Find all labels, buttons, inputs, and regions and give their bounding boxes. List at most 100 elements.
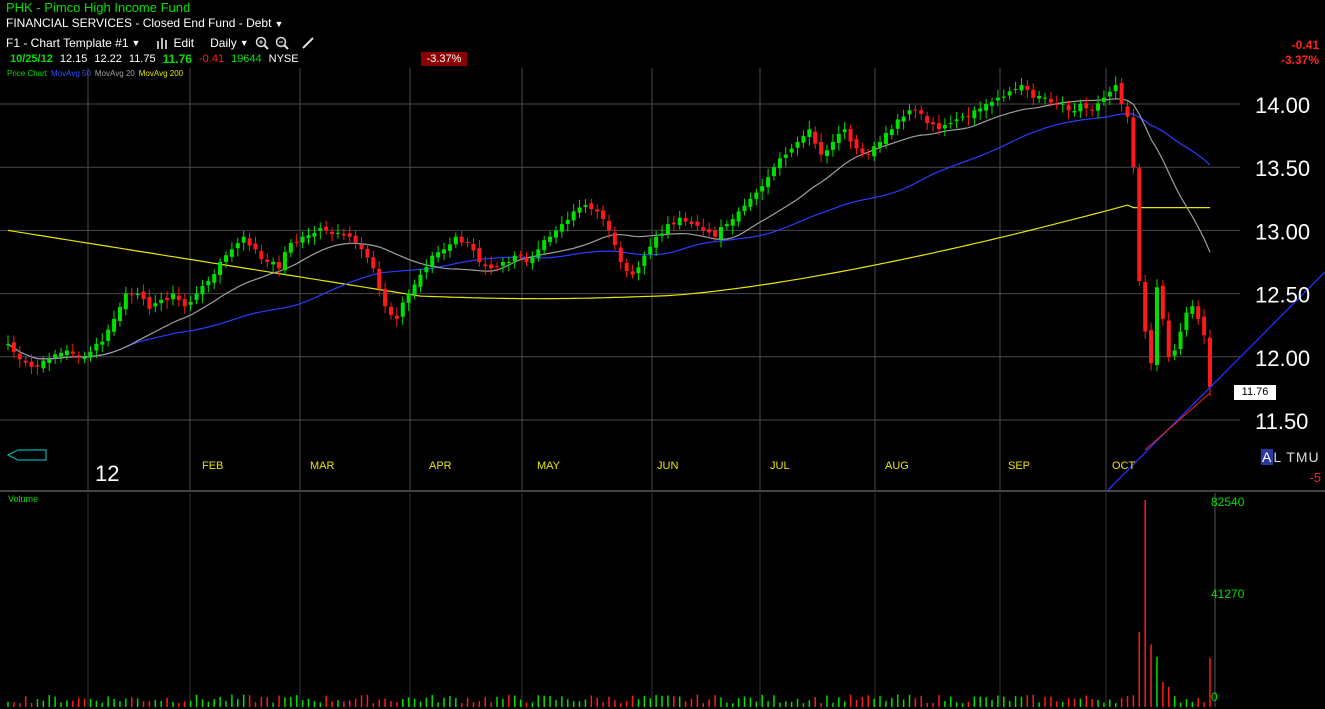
candle-body bbox=[595, 209, 600, 212]
candle-body bbox=[995, 97, 1000, 101]
candle-body bbox=[1066, 105, 1071, 111]
candle-body bbox=[1001, 96, 1006, 98]
candle-body bbox=[553, 230, 558, 238]
candle-body bbox=[176, 295, 181, 300]
legend-ma50[interactable]: MovAvg 50 bbox=[51, 69, 91, 78]
quote-open: 12.15 bbox=[59, 53, 88, 65]
ma200-line bbox=[7, 204, 1210, 300]
candle-body bbox=[1143, 281, 1148, 332]
candle-body bbox=[683, 218, 688, 222]
candle-body bbox=[277, 262, 282, 269]
candle-body bbox=[665, 224, 670, 235]
candle-body bbox=[1137, 168, 1142, 281]
candle-body bbox=[1184, 312, 1189, 330]
zoom-out-button[interactable] bbox=[275, 36, 289, 50]
zoom-in-icon bbox=[255, 36, 269, 50]
candle-body bbox=[671, 222, 676, 225]
candle-body bbox=[388, 306, 393, 316]
chart-legend: Price Chart MovAvg 50 MovAvg 20 MovAvg 2… bbox=[7, 69, 183, 78]
candle-body bbox=[866, 153, 871, 155]
volume-bars bbox=[7, 500, 1211, 707]
range-t-button[interactable]: T bbox=[1286, 449, 1296, 465]
candle-body bbox=[795, 141, 800, 148]
candle-body bbox=[777, 158, 782, 169]
candle-body bbox=[789, 148, 794, 153]
template-dropdown[interactable]: F1 - Chart Template #1 ▼ bbox=[6, 36, 140, 50]
candle-body bbox=[53, 354, 58, 358]
candle-body bbox=[100, 341, 105, 345]
chevron-down-icon: ▼ bbox=[239, 38, 249, 48]
draw-tool-button[interactable] bbox=[301, 36, 315, 50]
y-tick-label: 12.00 bbox=[1255, 346, 1310, 371]
candle-body bbox=[1125, 106, 1130, 117]
candle-body bbox=[383, 288, 388, 307]
candle-body bbox=[1119, 82, 1124, 104]
candle-body bbox=[819, 142, 824, 155]
candle-body bbox=[695, 221, 700, 226]
candle-body bbox=[1107, 91, 1112, 97]
change-pct-badge: -3.37% bbox=[421, 52, 467, 66]
candle-body bbox=[465, 241, 470, 244]
zoom-in-button[interactable] bbox=[255, 36, 269, 50]
candle-body bbox=[559, 224, 564, 232]
candle-body bbox=[736, 211, 741, 222]
candle-body bbox=[500, 262, 505, 266]
candle-body bbox=[106, 329, 111, 341]
range-m-button[interactable]: M bbox=[1295, 449, 1309, 465]
y-tick-label: 11.50 bbox=[1255, 409, 1308, 434]
chevron-down-icon: ▼ bbox=[274, 19, 284, 29]
candle-body bbox=[948, 122, 953, 124]
candle-body bbox=[247, 238, 252, 246]
legend-ma20[interactable]: MovAvg 20 bbox=[94, 69, 135, 78]
candle-body bbox=[1078, 104, 1083, 112]
candle-body bbox=[913, 109, 918, 111]
candle-body bbox=[1072, 110, 1077, 113]
candle-body bbox=[1154, 287, 1159, 365]
edit-button[interactable]: Edit bbox=[156, 36, 194, 50]
candle-body bbox=[624, 262, 629, 272]
range-all-button[interactable]: A bbox=[1261, 449, 1274, 465]
scroll-left-handle[interactable] bbox=[6, 448, 50, 467]
candle-body bbox=[1166, 320, 1171, 357]
candle-body bbox=[29, 361, 34, 367]
sector-line[interactable]: FINANCIAL SERVICES - Closed End Fund - D… bbox=[6, 16, 283, 30]
candle-body bbox=[883, 132, 888, 144]
candle-body bbox=[742, 205, 747, 212]
candle-body bbox=[583, 205, 588, 207]
candle-body bbox=[17, 353, 22, 360]
candle-body bbox=[730, 219, 735, 226]
legend-ma200[interactable]: MovAvg 200 bbox=[138, 69, 184, 78]
candle-body bbox=[748, 198, 753, 207]
y-tick-label: 13.50 bbox=[1255, 156, 1310, 181]
candle-body bbox=[194, 293, 199, 300]
legend-price[interactable]: Price Chart bbox=[7, 69, 48, 78]
candle-body bbox=[1202, 316, 1207, 336]
toolbar: F1 - Chart Template #1 ▼ Edit Daily ▼ bbox=[6, 34, 315, 52]
candle-body bbox=[1037, 95, 1042, 99]
candle-body bbox=[347, 233, 352, 237]
candle-body bbox=[471, 244, 476, 251]
candle-body bbox=[159, 299, 164, 304]
trendlines bbox=[1107, 271, 1325, 491]
candle-body bbox=[123, 293, 128, 310]
candle-body bbox=[1060, 103, 1065, 105]
range-u-button[interactable]: U bbox=[1308, 449, 1320, 465]
candle-body bbox=[312, 232, 317, 237]
period-dropdown[interactable]: Daily ▼ bbox=[210, 36, 249, 50]
volume-tick-label: 0 bbox=[1211, 690, 1218, 704]
candle-body bbox=[459, 236, 464, 243]
candle-body bbox=[1031, 89, 1036, 98]
candle-body bbox=[636, 267, 641, 274]
candle-body bbox=[1019, 85, 1024, 91]
candle-body bbox=[206, 280, 211, 286]
candle-body bbox=[654, 236, 659, 248]
candle-body bbox=[424, 267, 429, 273]
range-l-button[interactable]: L bbox=[1273, 449, 1282, 465]
candle-body bbox=[47, 359, 52, 364]
candle-body bbox=[218, 262, 223, 276]
candle-body bbox=[353, 235, 358, 243]
candle-body bbox=[919, 110, 924, 114]
candle-body bbox=[813, 131, 818, 144]
y-axis-labels: 11.50 12.00 12.50 13.00 13.50 14.00 bbox=[1255, 93, 1310, 434]
